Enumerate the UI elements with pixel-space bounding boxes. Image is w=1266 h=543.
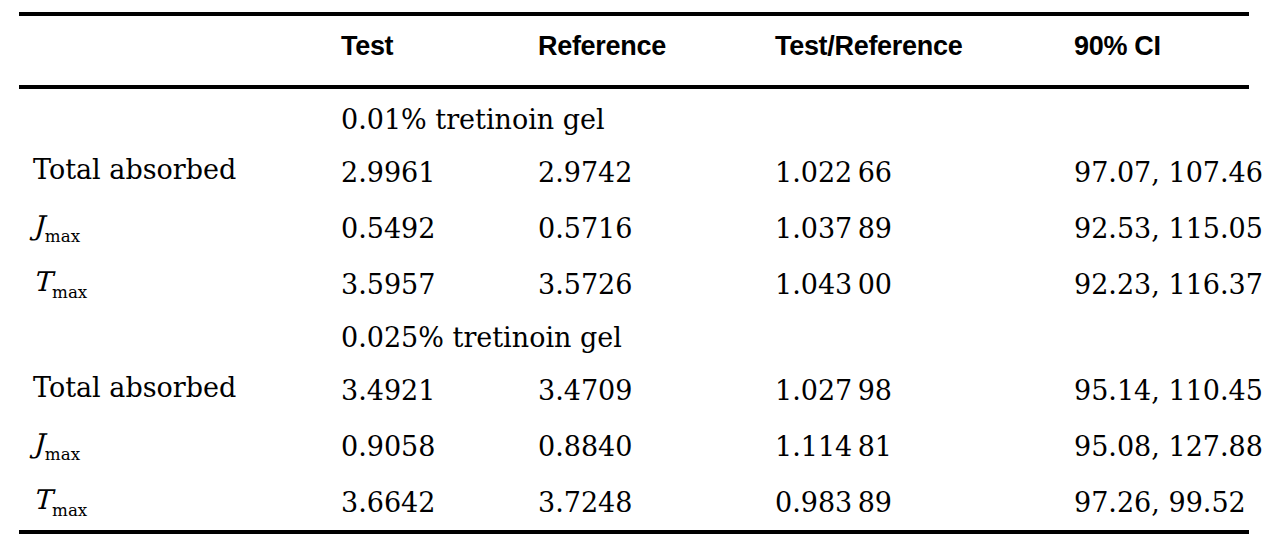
ratio-value: 1.037 89 <box>775 213 1074 244</box>
row-label: Total absorbed <box>19 154 341 190</box>
table-header-row: Test Reference Test/Reference 90% CI <box>19 16 1249 85</box>
row-label-text: T <box>33 484 51 515</box>
paper-table-page: Test Reference Test/Reference 90% CI 0.0… <box>0 0 1266 543</box>
ratio-value: 1.043 00 <box>775 269 1074 300</box>
test-value: 0.5492 <box>341 213 538 244</box>
table-row: Total absorbed 2.9961 2.9742 1.022 66 97… <box>19 144 1249 200</box>
test-value: 3.4921 <box>341 375 538 406</box>
ci-value: 97.07, 107.46 <box>1074 157 1249 188</box>
reference-value: 0.5716 <box>538 213 775 244</box>
header-param <box>19 47 341 55</box>
row-label-text: Total absorbed <box>33 154 236 185</box>
header-test: Test <box>341 31 538 70</box>
table-row: Tmax 3.5957 3.5726 1.043 00 92.23, 116.3… <box>19 256 1249 312</box>
group-label: 0.01% tretinoin gel <box>341 104 1249 135</box>
group-label: 0.025% tretinoin gel <box>341 322 1249 353</box>
row-label: Total absorbed <box>19 372 341 408</box>
reference-value: 3.5726 <box>538 269 775 300</box>
table-bottom-rule <box>19 530 1249 534</box>
row-label-text: J <box>33 210 44 241</box>
table-row: Jmax 0.5492 0.5716 1.037 89 92.53, 115.0… <box>19 200 1249 256</box>
table-row: Total absorbed 3.4921 3.4709 1.027 98 95… <box>19 362 1249 418</box>
group-row-2: 0.025% tretinoin gel <box>19 312 1249 362</box>
group-row-1: 0.01% tretinoin gel <box>19 94 1249 144</box>
row-label-subscript: max <box>45 226 80 246</box>
row-label: Tmax <box>19 484 341 520</box>
reference-value: 2.9742 <box>538 157 775 188</box>
reference-value: 3.4709 <box>538 375 775 406</box>
test-value: 0.9058 <box>341 431 538 462</box>
row-label-text: T <box>33 266 51 297</box>
ratio-value: 0.983 89 <box>775 487 1074 518</box>
row-label-text: Total absorbed <box>33 372 236 403</box>
row-label: Tmax <box>19 266 341 302</box>
ratio-value: 1.022 66 <box>775 157 1074 188</box>
row-label: Jmax <box>19 428 341 464</box>
reference-value: 3.7248 <box>538 487 775 518</box>
reference-value: 0.8840 <box>538 431 775 462</box>
header-test-reference-ratio: Test/Reference <box>775 31 1074 70</box>
header-90-ci: 90% CI <box>1074 31 1249 70</box>
table-row: Tmax 3.6642 3.7248 0.983 89 97.26, 99.52 <box>19 474 1249 530</box>
ci-value: 92.53, 115.05 <box>1074 213 1249 244</box>
table-row: Jmax 0.9058 0.8840 1.114 81 95.08, 127.8… <box>19 418 1249 474</box>
row-label-subscript: max <box>45 444 80 464</box>
row-label-text: J <box>33 428 44 459</box>
test-value: 3.6642 <box>341 487 538 518</box>
ci-value: 95.14, 110.45 <box>1074 375 1249 406</box>
table-body: 0.01% tretinoin gel Total absorbed 2.996… <box>19 89 1249 530</box>
test-value: 3.5957 <box>341 269 538 300</box>
ci-value: 92.23, 116.37 <box>1074 269 1249 300</box>
bioequivalence-table: Test Reference Test/Reference 90% CI 0.0… <box>19 12 1249 534</box>
ci-value: 97.26, 99.52 <box>1074 487 1249 518</box>
header-reference: Reference <box>538 31 775 70</box>
row-label: Jmax <box>19 210 341 246</box>
ratio-value: 1.114 81 <box>775 431 1074 462</box>
ci-value: 95.08, 127.88 <box>1074 431 1249 462</box>
row-label-subscript: max <box>52 500 87 520</box>
test-value: 2.9961 <box>341 157 538 188</box>
ratio-value: 1.027 98 <box>775 375 1074 406</box>
row-label-subscript: max <box>52 282 87 302</box>
